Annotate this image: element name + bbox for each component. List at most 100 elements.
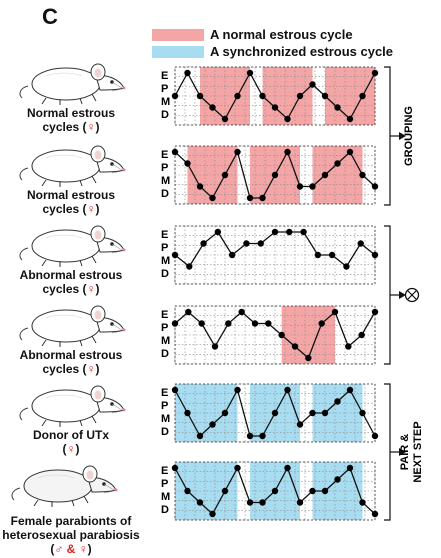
legend-swatch-normal: [152, 29, 204, 41]
stage-label-d: D: [161, 268, 169, 280]
chart-frame: [174, 383, 376, 443]
cycle-data-point: [318, 320, 325, 327]
stage-label-m: M: [161, 491, 170, 503]
cycle-data-point: [334, 104, 341, 111]
cycle-data-point: [259, 432, 266, 440]
cycle-data-point: [221, 487, 229, 495]
bracket-arrowhead: [399, 132, 406, 140]
cycle-data-point: [259, 194, 266, 202]
rat-illustration-icon: [19, 63, 126, 105]
chart-frame: [174, 145, 376, 205]
stage-label-m: M: [161, 175, 170, 187]
group-bracket: [384, 66, 391, 206]
sex-symbol: ♀: [86, 282, 96, 296]
cycle-data-point: [246, 69, 254, 77]
rat-illustration-icon: [19, 305, 126, 347]
stage-label-m: M: [161, 335, 170, 347]
cycle-data-point: [346, 386, 354, 394]
cycle-data-point: [234, 386, 241, 394]
legend-label-synchronized: A synchronized estrous cycle: [210, 44, 394, 59]
cycle-data-point: [234, 464, 241, 472]
cycle-data-point: [359, 171, 366, 179]
cycle-data-point: [371, 183, 379, 190]
cycle-data-point: [358, 331, 365, 339]
group-label-line: cycles (♀): [42, 202, 100, 216]
sex-symbol: ♀: [86, 202, 96, 216]
rat-illustration-icon: [19, 385, 126, 427]
stage-label-e: E: [161, 387, 168, 399]
rat-illustration: [16, 380, 128, 433]
cycle-data-point: [246, 432, 254, 440]
cycle-data-point: [209, 194, 216, 202]
cycle-data-point: [314, 251, 322, 259]
cycle-data-point: [185, 308, 192, 316]
cycle-data-point: [359, 92, 366, 100]
exclusion-circle-icon: [404, 287, 420, 303]
cycle-data-point: [371, 432, 379, 440]
cycle-data-point: [209, 104, 216, 111]
stage-label-e: E: [161, 149, 168, 161]
cycle-data-point: [359, 409, 366, 417]
group-label: Abnormal estrous cycles (♀): [0, 348, 142, 376]
shaded-cycle-region: [187, 146, 238, 204]
sex-symbol: ♂ & ♀: [54, 542, 88, 556]
cycle-data-point: [251, 320, 259, 327]
panel-letter: C: [42, 4, 58, 29]
cycle-data-point: [334, 160, 341, 167]
cycle-data-point: [196, 499, 204, 506]
cycle-data-point: [309, 487, 316, 495]
cycle-data-point: [321, 487, 329, 495]
group-label: Donor of UTx (♀): [0, 428, 142, 456]
rat-illustration: [16, 140, 128, 193]
cycle-data-point: [371, 510, 379, 518]
cycle-data-point: [305, 354, 312, 362]
stage-label-p: P: [161, 478, 168, 490]
group-label: Normal estrous cycles (♀): [0, 188, 142, 216]
cycle-data-point: [359, 499, 366, 506]
cycle-data-point: [184, 487, 191, 495]
stage-label-p: P: [161, 322, 168, 334]
legend-label-normal: A normal estrous cycle: [210, 27, 353, 42]
cycle-data-point: [196, 432, 204, 440]
cycle-data-point: [196, 92, 204, 100]
cycle-data-point: [284, 464, 291, 472]
cycle-data-point: [196, 183, 204, 190]
group-label-line: (♀): [62, 442, 80, 456]
cycle-data-point: [271, 228, 279, 236]
cycle-data-point: [371, 308, 379, 316]
cycle-data-point: [211, 343, 219, 350]
cycle-data-point: [278, 331, 285, 339]
cycle-data-point: [286, 228, 293, 236]
group-label-line: cycles (♀): [42, 120, 100, 134]
cycle-data-point: [346, 464, 354, 472]
cycle-data-point: [334, 476, 341, 483]
group-label-line: Female parabionts of: [10, 514, 132, 528]
cycle-data-point: [265, 320, 272, 327]
bracket-arrowhead: [399, 448, 406, 456]
stage-label-d: D: [161, 426, 169, 438]
rat-illustration: [8, 460, 120, 513]
cycle-data-point: [259, 499, 266, 506]
group-label-line: Normal estrous: [26, 188, 116, 202]
cycle-data-point: [343, 263, 350, 270]
stage-label-m: M: [161, 413, 170, 425]
stage-label-e: E: [161, 465, 168, 477]
cycle-data-point: [345, 343, 352, 350]
cycle-data-point: [346, 115, 354, 123]
cycle-data-point: [171, 386, 179, 394]
pair-next-step-label: PAIR &: [399, 434, 411, 471]
cycle-data-point: [296, 499, 304, 506]
cycle-data-point: [291, 343, 299, 350]
cycle-data-point: [234, 92, 241, 100]
cycle-data-point: [309, 183, 316, 190]
group-label: Normal estrous cycles (♀): [0, 106, 142, 134]
cycle-data-point: [209, 421, 216, 428]
cycle-data-point: [198, 320, 205, 327]
cycle-data-point: [331, 308, 339, 316]
exclusion-cross-line: [407, 290, 417, 300]
stage-label-p: P: [161, 242, 168, 254]
rat-illustration: [16, 300, 128, 353]
group-label-line: Abnormal estrous: [19, 348, 123, 362]
cycle-data-point: [171, 251, 179, 259]
